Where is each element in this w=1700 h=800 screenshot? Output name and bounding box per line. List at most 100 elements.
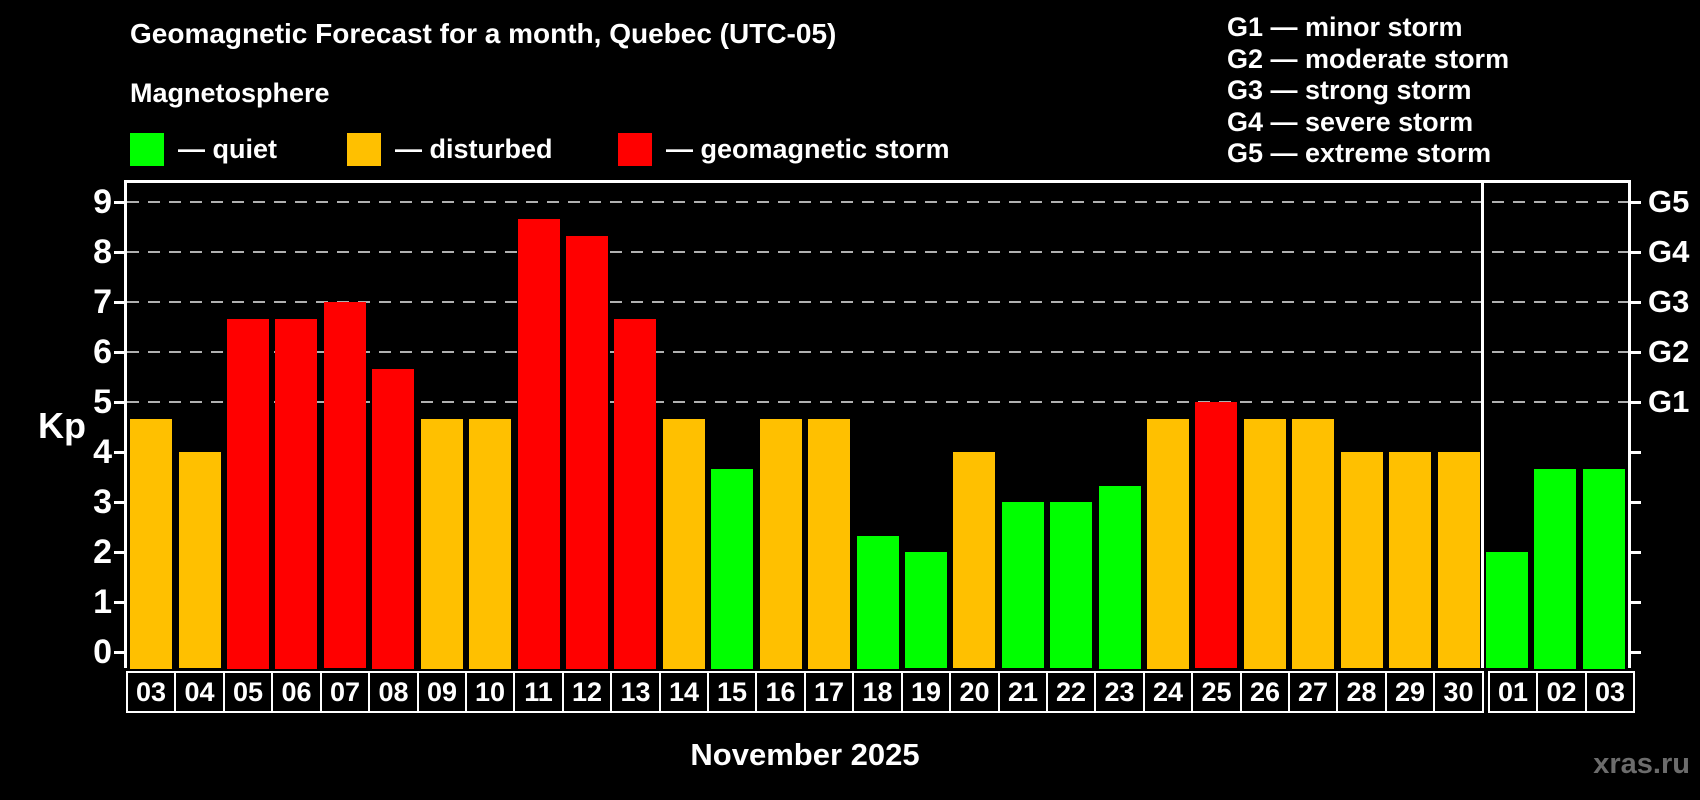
date-label-nov-21: 21 [998, 671, 1048, 713]
y-tick-left-6 [114, 351, 124, 354]
y-tick-right-9 [1631, 201, 1641, 204]
bar-nov-20 [953, 452, 995, 668]
y-tick-right-5 [1631, 401, 1641, 404]
y-axis-label-3: 3 [93, 483, 112, 521]
y-tick-right-6 [1631, 351, 1641, 354]
y-axis-label-4: 4 [93, 433, 112, 471]
g-legend-line-g4: G4 — severe storm [1227, 106, 1474, 137]
legend-item-storm: — geomagnetic storm [618, 132, 950, 167]
y-axis-label-1: 1 [93, 583, 112, 621]
y-axis-line [124, 180, 127, 668]
date-label-dec-02: 02 [1536, 671, 1587, 713]
date-label-nov-10: 10 [465, 671, 515, 713]
y-tick-left-9 [114, 201, 124, 204]
date-label-nov-06: 06 [271, 671, 322, 713]
date-label-nov-25: 25 [1191, 671, 1242, 713]
gridline-kp9 [127, 201, 1628, 203]
plot-top-border [124, 180, 1631, 183]
date-label-nov-17: 17 [804, 671, 854, 713]
bar-nov-16 [760, 419, 802, 669]
g-legend-line-g1: G1 — minor storm [1227, 12, 1463, 42]
right-axis-label-g4: G4 [1648, 234, 1690, 269]
y-tick-left-4 [114, 451, 124, 454]
date-label-nov-20: 20 [949, 671, 1000, 713]
bar-nov-08 [372, 369, 414, 669]
y-axis-label-0: 0 [93, 633, 112, 671]
date-label-nov-13: 13 [610, 671, 661, 713]
y-axis-label-6: 6 [93, 333, 112, 371]
bar-nov-10 [469, 419, 511, 669]
gridline-kp7 [127, 301, 1628, 303]
bar-nov-29 [1389, 452, 1431, 668]
bar-nov-22 [1050, 502, 1092, 668]
bar-nov-05 [227, 319, 269, 669]
bar-nov-25 [1195, 402, 1237, 668]
y-tick-left-0 [114, 651, 124, 654]
date-label-nov-12: 12 [562, 671, 612, 713]
date-label-nov-04: 04 [174, 671, 225, 713]
bar-nov-24 [1147, 419, 1189, 669]
y-axis-title: Kp [38, 405, 86, 446]
right-axis-label-g2: G2 [1648, 334, 1690, 369]
right-axis-label-g1: G1 [1648, 384, 1690, 419]
bar-nov-12 [566, 236, 608, 669]
bar-nov-13 [614, 319, 656, 669]
y-tick-right-1 [1631, 601, 1641, 604]
bar-nov-27 [1292, 419, 1334, 669]
date-label-dec-01: 01 [1488, 671, 1538, 713]
date-label-nov-27: 27 [1288, 671, 1338, 713]
y-tick-right-4 [1631, 451, 1641, 454]
date-label-nov-24: 24 [1143, 671, 1193, 713]
y-tick-left-1 [114, 601, 124, 604]
bar-nov-04 [179, 452, 221, 668]
bar-nov-26 [1244, 419, 1286, 669]
legend-item-quiet: — quiet [130, 132, 277, 167]
y-tick-right-0 [1631, 651, 1641, 654]
bar-dec-01 [1486, 552, 1528, 668]
storm-color-swatch [618, 133, 652, 166]
month-separator-line [1481, 180, 1484, 668]
date-label-nov-15: 15 [707, 671, 757, 713]
legend-item-disturbed: — disturbed [347, 132, 553, 167]
right-axis-line [1628, 180, 1631, 668]
bar-nov-23 [1099, 486, 1141, 669]
y-axis-label-9: 9 [93, 183, 112, 221]
y-tick-right-8 [1631, 251, 1641, 254]
date-label-nov-08: 08 [368, 671, 419, 713]
y-tick-right-7 [1631, 301, 1641, 304]
y-axis-label-5: 5 [93, 383, 112, 421]
date-label-nov-07: 07 [320, 671, 370, 713]
date-label-nov-09: 09 [417, 671, 467, 713]
y-tick-right-3 [1631, 501, 1641, 504]
date-label-nov-28: 28 [1336, 671, 1387, 713]
date-label-nov-18: 18 [852, 671, 903, 713]
g-legend-line-g3: G3 — strong storm [1227, 75, 1472, 105]
date-label-nov-11: 11 [513, 671, 564, 713]
date-label-nov-19: 19 [901, 671, 951, 713]
g-legend-line-g2: G2 — moderate storm [1227, 43, 1510, 74]
bar-dec-02 [1534, 469, 1576, 669]
magnetosphere-label: Magnetosphere [130, 78, 330, 108]
bar-nov-06 [275, 319, 317, 669]
date-label-nov-30: 30 [1433, 671, 1484, 713]
bar-nov-14 [663, 419, 705, 669]
gridline-kp8 [127, 251, 1628, 253]
date-label-nov-14: 14 [659, 671, 709, 713]
bar-nov-28 [1341, 452, 1383, 668]
y-tick-left-2 [114, 551, 124, 554]
date-label-nov-29: 29 [1385, 671, 1435, 713]
y-tick-right-2 [1631, 551, 1641, 554]
gridline-kp6 [127, 351, 1628, 353]
date-label-nov-03: 03 [126, 671, 176, 713]
chart-title: Geomagnetic Forecast for a month, Quebec… [130, 18, 837, 49]
date-label-nov-05: 05 [223, 671, 273, 713]
bar-nov-19 [905, 552, 947, 668]
legend-label-storm: — geomagnetic storm [666, 134, 950, 164]
bar-nov-30 [1438, 452, 1480, 668]
quiet-color-swatch [130, 133, 164, 166]
right-axis-label-g5: G5 [1648, 184, 1690, 219]
date-label-nov-23: 23 [1094, 671, 1145, 713]
disturbed-color-swatch [347, 133, 381, 166]
g-scale-legend: G1 — minor storm G2 — moderate storm G3 … [1227, 12, 1509, 170]
